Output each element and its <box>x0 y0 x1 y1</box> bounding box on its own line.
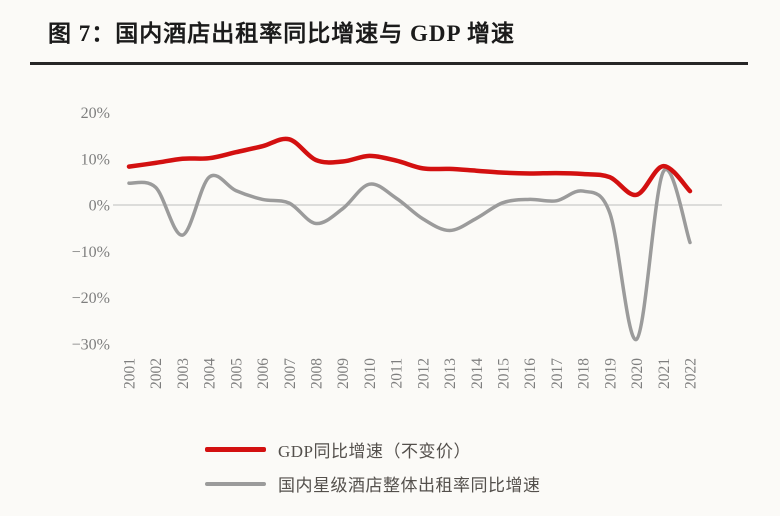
x-axis-tick-label: 2016 <box>522 358 539 389</box>
hotel-occupancy-line-series <box>127 167 692 342</box>
x-axis-tick-label: 2018 <box>576 358 593 389</box>
x-axis-tick-label: 2010 <box>362 358 379 389</box>
x-axis-tick-label: 2012 <box>415 358 432 389</box>
x-axis-tick-label: 2009 <box>335 358 352 389</box>
gdp-line-series <box>126 136 693 198</box>
x-axis-tick-label: 2014 <box>469 358 486 389</box>
x-axis-tick-label: 2001 <box>122 358 139 389</box>
x-axis-tick-label: 2002 <box>148 358 165 389</box>
x-axis-tick-label: 2011 <box>389 358 406 388</box>
x-axis-tick-label: 2017 <box>549 358 566 389</box>
y-axis-tick-label: 10% <box>81 151 110 168</box>
x-axis-tick-label: 2015 <box>496 358 513 389</box>
x-axis-tick-label: 2008 <box>309 358 326 389</box>
x-axis-tick-label: 2020 <box>629 358 646 389</box>
x-axis-tick-label: 2022 <box>683 358 700 389</box>
y-axis-tick-label: −30% <box>72 337 110 354</box>
hotel-line-swatch <box>205 481 266 486</box>
x-axis-tick-label: 2021 <box>656 358 673 389</box>
y-axis-tick-label: −20% <box>72 290 110 307</box>
x-axis-tick-label: 2004 <box>202 358 219 389</box>
legend-label-gdp: GDP同比增速（不变价） <box>278 442 472 461</box>
legend-item-hotel: 国内星级酒店整体出租率同比增速 <box>205 471 541 496</box>
legend-label-hotel: 国内星级酒店整体出租率同比增速 <box>278 476 541 495</box>
x-axis-tick-label: 2013 <box>442 358 459 389</box>
chart-canvas: 20% 10% 0% −10% −20% −30% 2001 2002 2003 2004 2005… <box>72 105 722 389</box>
x-axis-tick-label: 2006 <box>255 358 272 389</box>
gdp-line-swatch <box>205 447 266 452</box>
y-axis-tick-label: 20% <box>81 105 110 122</box>
legend-item-gdp: GDP同比增速（不变价） <box>205 437 541 462</box>
x-axis-tick-label: 2005 <box>228 358 245 389</box>
chart-legend: GDP同比增速（不变价） 国内星级酒店整体出租率同比增速 <box>205 437 541 496</box>
figure-title: 图 7：国内酒店出租率同比增速与 GDP 增速 <box>48 21 516 46</box>
x-axis-tick-label: 2003 <box>175 358 192 389</box>
y-axis-tick-label: −10% <box>72 244 110 261</box>
x-axis-tick-label: 2019 <box>602 358 619 389</box>
x-axis-tick-label: 2007 <box>282 358 299 389</box>
title-divider-rule <box>30 62 748 65</box>
y-axis-tick-label: 0% <box>89 198 110 215</box>
